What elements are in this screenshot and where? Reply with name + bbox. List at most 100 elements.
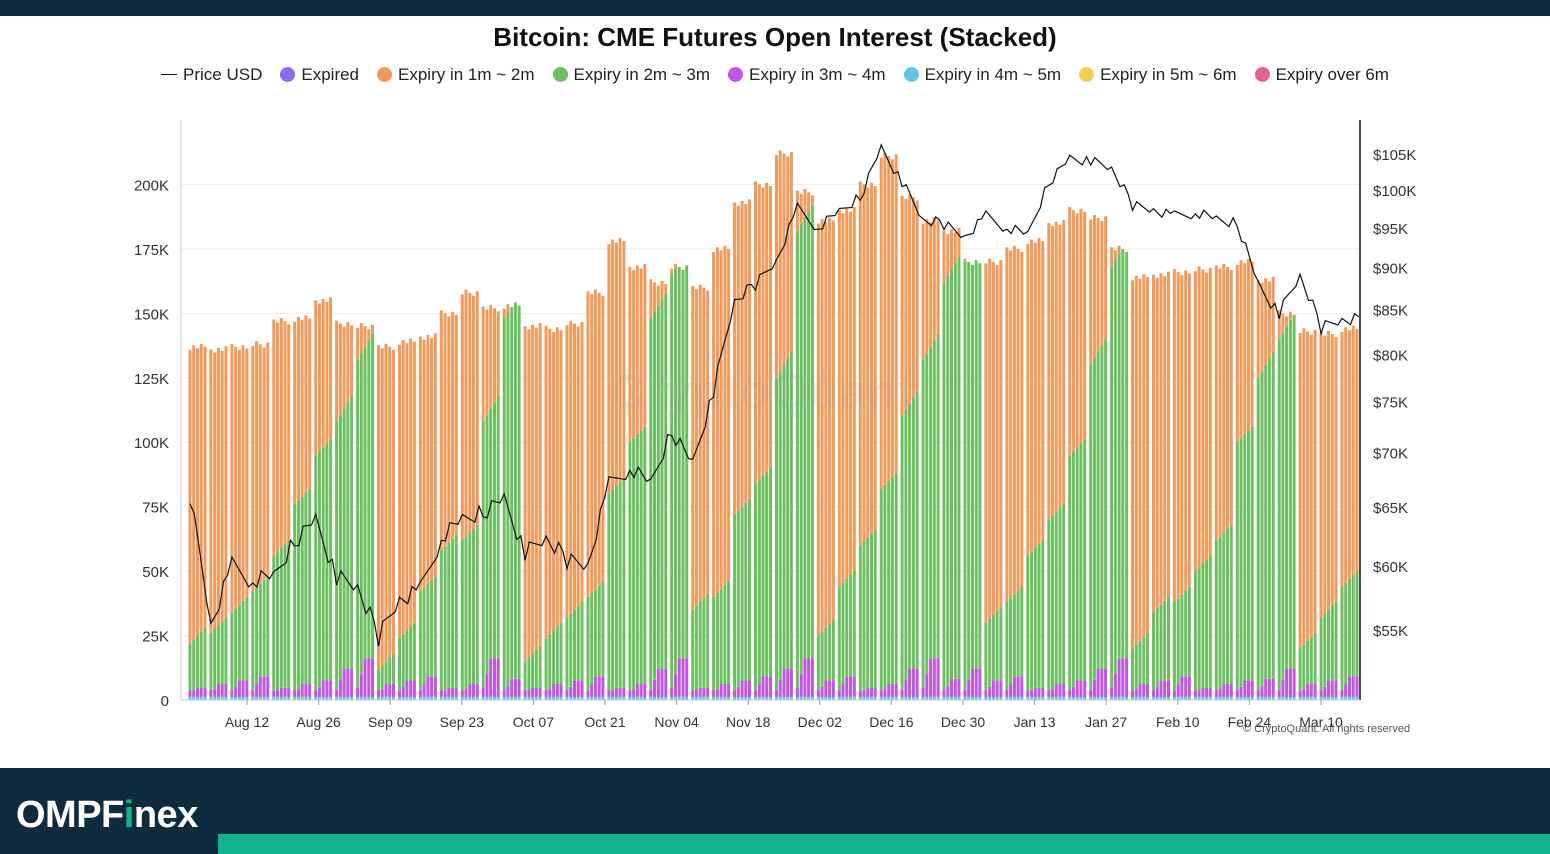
legend-item-6[interactable]: Expiry in 5m ~ 6m <box>1079 65 1237 85</box>
bar-seg-4m-5m <box>1163 696 1167 700</box>
bar-seg-2m-3m <box>447 542 451 688</box>
bar-seg-2m-3m <box>639 430 643 684</box>
bar-seg-2m-3m <box>862 541 866 691</box>
bar-seg-2m-3m <box>297 500 300 690</box>
bar-seg-1m-2m <box>601 295 605 582</box>
bar-seg-3m-4m <box>1271 678 1275 697</box>
bar-seg-4m-5m <box>1020 696 1024 700</box>
bar-seg-4m-5m <box>942 696 946 700</box>
bar-seg-2m-3m <box>338 415 342 680</box>
bar-seg-4m-5m <box>831 696 835 700</box>
bar-seg-1m-2m <box>1344 327 1348 583</box>
bar-seg-3m-4m <box>1201 687 1205 697</box>
bar-seg-3m-4m <box>883 689 887 697</box>
bar-seg-4m-5m <box>388 696 392 700</box>
bar-seg-3m-4m <box>329 680 333 697</box>
price-line-group <box>189 143 1360 647</box>
bar-seg-2m-3m <box>890 477 894 684</box>
bar-seg-1m-2m <box>426 335 430 584</box>
bar-seg-2m-3m <box>607 493 611 691</box>
legend-item-2[interactable]: Expiry in 1m ~ 2m <box>377 65 535 85</box>
bar-seg-3m-4m <box>698 687 702 697</box>
bar-seg-4m-5m <box>653 696 656 700</box>
bar-seg-4m-5m <box>674 696 677 700</box>
price-usd-line <box>189 143 1360 647</box>
bar-seg-4m-5m <box>810 696 814 700</box>
bar-seg-1m-2m <box>702 287 706 599</box>
bar-seg-3m-4m <box>1172 690 1176 697</box>
bar-seg-3m-4m <box>978 668 982 697</box>
bar-seg-4m-5m <box>1208 696 1212 700</box>
bar-seg-2m-3m <box>1193 571 1197 691</box>
bar-seg-4m-5m <box>405 696 409 700</box>
bar-seg-4m-5m <box>409 696 413 700</box>
bar-seg-3m-4m <box>712 690 716 697</box>
bar-seg-2m-3m <box>1340 586 1344 691</box>
bar-seg-1m-2m <box>590 294 594 594</box>
bar-seg-1m-2m <box>569 320 573 614</box>
bar-seg-3m-4m <box>388 684 392 697</box>
bar-seg-3m-4m <box>224 684 228 697</box>
bar-seg-1m-2m <box>1176 272 1180 599</box>
bar-seg-1m-2m <box>1117 245 1121 254</box>
bar-seg-3m-4m <box>1205 687 1209 697</box>
bar-seg-4m-5m <box>828 696 832 700</box>
legend-item-3[interactable]: Expiry in 2m ~ 3m <box>552 64 711 85</box>
bar-seg-3m-4m <box>601 676 605 697</box>
bar-seg-4m-5m <box>900 696 904 700</box>
bar-seg-2m-3m <box>761 475 765 677</box>
bar-seg-3m-4m <box>590 684 594 697</box>
bar-seg-2m-3m <box>1167 596 1170 681</box>
bar-seg-4m-5m <box>293 696 297 700</box>
bar-seg-1m-2m <box>1330 334 1334 606</box>
bar-seg-1m-2m <box>723 245 727 586</box>
y-right-tick-label: $55K <box>1373 623 1408 640</box>
bar-seg-4m-5m <box>974 696 978 700</box>
legend-item-4[interactable]: Expiry in 3m ~ 4m <box>728 65 886 85</box>
bar-seg-2m-3m <box>1239 438 1243 687</box>
bar-seg-1m-2m <box>1250 261 1254 427</box>
bar-seg-1m-2m <box>1271 276 1275 352</box>
bar-seg-2m-3m <box>1058 508 1062 685</box>
bar-seg-3m-4m <box>1187 676 1191 697</box>
bar-seg-3m-4m <box>873 687 877 697</box>
bar-seg-1m-2m <box>527 329 531 658</box>
bar-seg-2m-3m <box>1323 613 1327 687</box>
legend-item-1[interactable]: Expired <box>280 65 359 85</box>
bar-seg-1m-2m <box>649 279 653 319</box>
bar-seg-4m-5m <box>1260 696 1264 700</box>
bar-seg-2m-3m <box>674 268 677 674</box>
bar-seg-1m-2m <box>472 295 475 529</box>
bar-seg-3m-4m <box>1260 686 1264 697</box>
bar-seg-1m-2m <box>1054 221 1058 512</box>
bar-seg-2m-3m <box>932 340 936 659</box>
bar-seg-2m-3m <box>481 421 485 688</box>
bar-seg-2m-3m <box>1281 332 1285 680</box>
bar-seg-2m-3m <box>531 653 535 688</box>
legend-item-5[interactable]: Expiry in 4m ~ 5m <box>903 65 1061 85</box>
bar-seg-2m-3m <box>1054 511 1058 684</box>
bar-seg-3m-4m <box>1267 678 1271 697</box>
legend-item-0[interactable]: Price USD <box>161 65 262 85</box>
bar-seg-3m-4m <box>803 658 807 697</box>
legend-item-7[interactable]: Expiry over 6m <box>1254 65 1389 85</box>
bar-seg-1m-2m <box>266 342 270 577</box>
bar-seg-2m-3m <box>266 576 270 677</box>
bar-seg-4m-5m <box>325 696 329 700</box>
bar-seg-1m-2m <box>803 189 807 218</box>
bar-seg-1m-2m <box>911 197 915 398</box>
bar-seg-3m-4m <box>454 687 458 697</box>
bar-seg-4m-5m <box>475 696 479 700</box>
bar-seg-1m-2m <box>866 187 870 538</box>
legend-label-3: Expiry in 2m ~ 3m <box>573 64 711 84</box>
bar-seg-3m-4m <box>1083 680 1087 697</box>
bar-seg-3m-4m <box>866 687 870 697</box>
bar-seg-2m-3m <box>1222 532 1226 684</box>
bar-seg-4m-5m <box>262 696 266 700</box>
bar-seg-3m-4m <box>995 680 999 697</box>
bar-seg-2m-3m <box>967 261 971 680</box>
bar-seg-1m-2m <box>946 233 950 276</box>
bar-seg-1m-2m <box>870 182 873 534</box>
bar-seg-2m-3m <box>908 403 912 669</box>
bar-seg-4m-5m <box>258 696 262 700</box>
